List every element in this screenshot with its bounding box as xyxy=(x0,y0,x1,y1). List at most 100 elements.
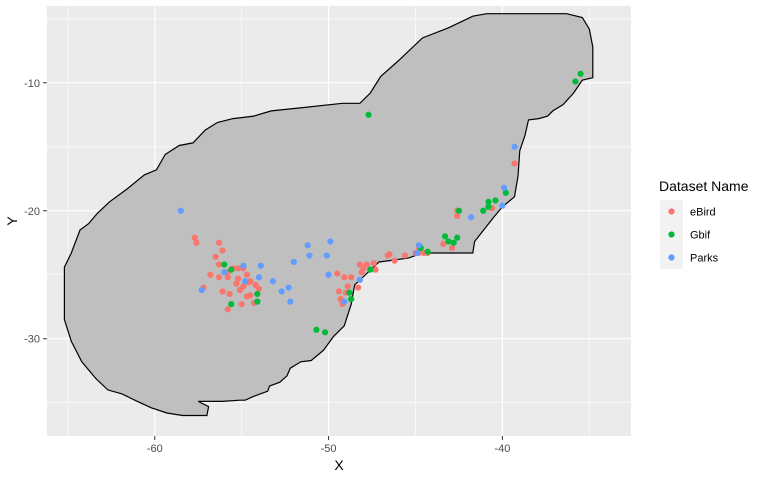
point-ebird xyxy=(247,292,254,299)
point-ebird xyxy=(344,283,351,290)
legend-key-ebird xyxy=(668,208,675,215)
point-gbif xyxy=(228,301,235,308)
point-gbif xyxy=(455,207,463,214)
point-ebird xyxy=(236,287,244,294)
point-gbif xyxy=(480,207,487,214)
point-gbif xyxy=(485,198,492,205)
point-parks xyxy=(341,298,348,305)
point-ebird xyxy=(355,284,362,291)
point-gbif xyxy=(254,290,261,298)
point-gbif xyxy=(445,238,452,245)
point-parks xyxy=(356,276,363,283)
point-ebird xyxy=(386,251,393,258)
point-gbif xyxy=(313,326,320,333)
point-ebird xyxy=(372,266,379,273)
point-ebird xyxy=(511,160,518,167)
point-ebird xyxy=(335,288,343,295)
point-ebird xyxy=(233,280,240,287)
point-ebird xyxy=(235,275,242,282)
point-gbif xyxy=(221,261,228,268)
legend-label-parks: Parks xyxy=(690,253,719,265)
y-axis-title: Y xyxy=(4,216,20,226)
point-parks xyxy=(255,274,263,281)
point-ebird xyxy=(243,271,250,278)
point-ebird xyxy=(391,257,398,264)
point-gbif xyxy=(450,239,457,246)
point-parks xyxy=(221,269,228,276)
point-parks xyxy=(501,184,508,191)
y-tick-label: -30 xyxy=(24,334,40,346)
point-ebird xyxy=(207,271,214,278)
point-ebird xyxy=(356,261,363,268)
point-ebird xyxy=(193,239,200,246)
study-area-polygon xyxy=(63,13,594,417)
point-parks xyxy=(269,278,277,285)
point-parks xyxy=(242,278,249,285)
point-ebird xyxy=(348,274,355,281)
point-gbif xyxy=(424,248,431,255)
point-parks xyxy=(278,288,285,295)
point-gbif xyxy=(348,295,355,303)
point-ebird xyxy=(363,261,370,268)
data-points xyxy=(177,70,584,336)
x-tick-label: -50 xyxy=(321,443,337,455)
point-parks xyxy=(287,298,294,305)
x-tick-label: -40 xyxy=(494,443,510,455)
point-ebird xyxy=(454,212,461,219)
point-parks xyxy=(325,271,332,278)
y-tick-label: -10 xyxy=(24,78,40,90)
point-ebird xyxy=(370,260,377,267)
point-ebird xyxy=(226,290,233,298)
point-parks xyxy=(177,207,184,214)
point-ebird xyxy=(448,244,456,251)
point-parks xyxy=(290,258,297,266)
point-gbif xyxy=(454,234,461,241)
legend-label-gbif: Gbif xyxy=(690,230,711,242)
point-gbif xyxy=(365,111,372,118)
point-gbif xyxy=(572,78,579,85)
point-ebird xyxy=(215,261,223,268)
legend: Dataset Name eBird Gbif Parks xyxy=(659,178,749,269)
point-parks xyxy=(240,262,247,269)
x-axis-ticks: -60 -50 -40 xyxy=(147,436,510,455)
point-ebird xyxy=(191,234,198,241)
y-axis-ticks: -30 -20 -10 xyxy=(24,78,47,346)
point-ebird xyxy=(224,274,231,281)
legend-key-gbif xyxy=(668,231,675,238)
point-ebird xyxy=(334,270,341,277)
legend-title: Dataset Name xyxy=(659,178,749,194)
point-ebird xyxy=(215,239,223,246)
point-ebird xyxy=(440,240,447,248)
point-ebird xyxy=(401,252,409,259)
legend-key-parks xyxy=(668,254,675,261)
point-ebird xyxy=(215,274,223,281)
x-tick-label: -60 xyxy=(147,443,163,455)
point-parks xyxy=(306,252,313,259)
point-ebird xyxy=(235,265,242,272)
point-ebird xyxy=(255,285,263,292)
legend-label-ebird: eBird xyxy=(690,207,716,219)
point-gbif xyxy=(346,289,353,296)
point-parks xyxy=(323,252,330,259)
point-parks xyxy=(304,242,311,249)
point-ebird xyxy=(341,274,348,281)
point-gbif xyxy=(485,203,492,211)
point-parks xyxy=(511,143,518,150)
point-ebird xyxy=(219,247,226,254)
point-ebird xyxy=(212,253,219,260)
point-gbif xyxy=(577,70,584,77)
point-ebird xyxy=(219,288,226,295)
point-gbif xyxy=(254,298,261,305)
point-parks xyxy=(327,238,334,245)
point-parks xyxy=(198,287,205,294)
point-gbif xyxy=(228,266,235,273)
point-gbif xyxy=(502,189,509,196)
point-ebird xyxy=(238,301,245,308)
point-parks xyxy=(414,249,421,257)
point-parks xyxy=(257,262,264,269)
point-gbif xyxy=(441,233,449,240)
point-gbif xyxy=(367,266,374,273)
point-ebird xyxy=(224,306,231,313)
point-parks xyxy=(499,202,506,209)
